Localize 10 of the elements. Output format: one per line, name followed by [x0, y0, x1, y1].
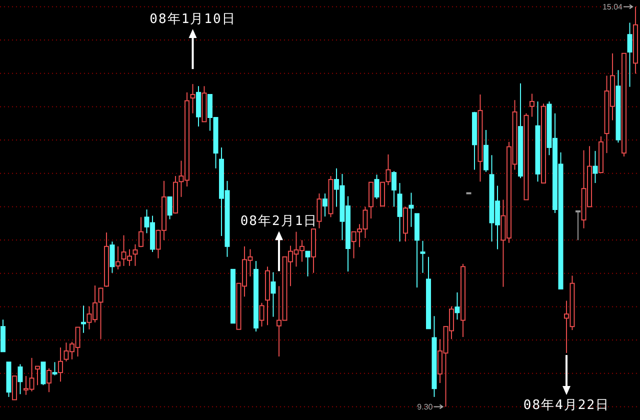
annotation: 08年4月22日: [523, 355, 610, 414]
annotation: 9.30: [417, 402, 444, 412]
annotation: 9.30: [417, 402, 434, 412]
annotation: 08年4月22日: [523, 398, 610, 414]
annotation: 08年1月10日: [150, 12, 236, 28]
annotation: 08年2月1日: [240, 214, 318, 272]
annotation: 08年1月10日: [150, 12, 236, 70]
annotation: 08年2月1日: [240, 214, 318, 230]
annotation: 15.04: [602, 2, 624, 12]
annotation: 15.04: [602, 2, 634, 12]
